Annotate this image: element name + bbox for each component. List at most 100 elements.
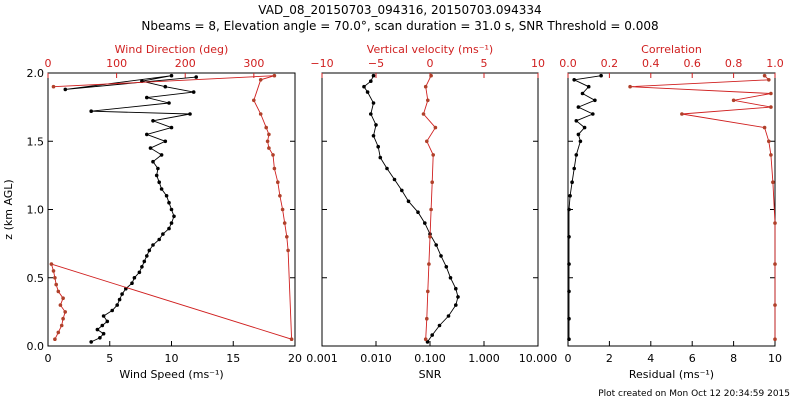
- data-point: [169, 73, 174, 78]
- top-tick-label: 5: [481, 57, 488, 70]
- x-tick-label: 1.000: [468, 352, 500, 365]
- data-point: [369, 79, 373, 83]
- data-point: [167, 226, 171, 231]
- x-axis-label: Wind Speed (ms⁻¹): [119, 368, 223, 381]
- data-point: [272, 166, 277, 171]
- data-point: [371, 134, 376, 138]
- data-point: [169, 221, 174, 225]
- y-tick-label: 0.0: [27, 340, 45, 353]
- data-point: [100, 323, 105, 328]
- data-point: [132, 276, 137, 280]
- data-point: [371, 101, 376, 105]
- data-point: [188, 112, 192, 116]
- series-line-1: [65, 75, 197, 343]
- data-point: [593, 98, 597, 103]
- x-tick-label: 8: [730, 352, 737, 365]
- x-axis-label: SNR: [419, 368, 442, 381]
- data-point: [567, 262, 571, 266]
- top-tick-label: 0: [427, 57, 434, 70]
- data-point: [416, 210, 420, 214]
- data-point: [773, 337, 777, 342]
- data-point: [427, 262, 431, 266]
- data-point: [161, 232, 165, 236]
- data-point: [151, 243, 155, 247]
- data-point: [567, 316, 571, 321]
- data-point: [378, 155, 383, 160]
- top-tick-label: 10: [531, 57, 545, 70]
- data-point: [376, 144, 381, 149]
- y-tick-label: 1.0: [27, 204, 45, 217]
- data-point: [599, 73, 603, 78]
- data-point: [142, 259, 147, 264]
- x-tick-label: 0: [565, 352, 572, 365]
- data-point: [371, 73, 376, 78]
- data-point: [53, 276, 57, 280]
- data-point: [769, 91, 773, 96]
- data-point: [58, 303, 63, 307]
- chart-title-line2: Nbeams = 8, Elevation angle = 70.0°, sca…: [141, 19, 658, 33]
- data-point: [53, 337, 57, 342]
- data-point: [157, 237, 161, 242]
- data-point: [425, 316, 429, 321]
- data-point: [572, 166, 576, 171]
- data-point: [570, 180, 574, 184]
- data-point: [159, 187, 164, 191]
- data-point: [406, 199, 411, 204]
- x-tick-label: 0.100: [414, 352, 446, 365]
- data-point: [429, 73, 433, 78]
- data-point: [773, 262, 777, 266]
- data-point: [567, 337, 571, 342]
- data-point: [191, 90, 196, 94]
- data-point: [567, 207, 571, 212]
- data-point: [434, 243, 439, 247]
- data-point: [140, 265, 144, 269]
- panel-2: 0.001 0.010 0.100 1.000 10.000 SNR −10 −5 0 5 10 Ve…: [306, 43, 557, 381]
- data-point: [258, 112, 263, 116]
- data-point: [264, 125, 269, 130]
- data-point: [172, 214, 176, 219]
- x-tick-label: 10.000: [519, 352, 558, 365]
- x-tick-label: 0.001: [306, 352, 338, 365]
- data-point: [151, 119, 155, 123]
- plot-frame: [567, 72, 776, 347]
- data-point: [362, 84, 366, 89]
- data-point: [771, 180, 775, 184]
- data-point: [767, 139, 771, 144]
- data-point: [51, 269, 56, 273]
- data-point: [430, 333, 435, 337]
- data-point: [56, 289, 61, 294]
- data-point: [157, 180, 161, 184]
- series-line-1: [363, 75, 459, 343]
- top-tick-label: 1.0: [766, 57, 784, 70]
- data-point: [433, 125, 438, 130]
- data-point: [163, 84, 168, 89]
- data-point: [454, 303, 458, 307]
- data-point: [56, 330, 61, 335]
- top-axis-label: Wind Direction (deg): [115, 43, 229, 56]
- data-point: [769, 153, 773, 157]
- data-point: [731, 98, 736, 103]
- data-point: [582, 125, 587, 130]
- top-tick-label: 100: [106, 57, 127, 70]
- data-point: [49, 262, 54, 266]
- data-point: [286, 248, 290, 253]
- data-point: [773, 303, 777, 307]
- data-point: [437, 323, 442, 328]
- data-point: [425, 340, 430, 344]
- data-point: [105, 319, 110, 324]
- data-point: [431, 153, 436, 157]
- data-point: [130, 281, 134, 286]
- data-point: [365, 90, 370, 94]
- data-point: [117, 297, 122, 302]
- data-point: [448, 276, 453, 280]
- data-point: [423, 221, 427, 225]
- data-point: [169, 125, 174, 130]
- footer-timestamp: Plot created on Mon Oct 12 20:34:59 2015: [598, 389, 790, 399]
- top-tick-label: 0.4: [642, 57, 660, 70]
- data-point: [98, 336, 102, 340]
- data-point: [426, 289, 430, 294]
- data-point: [454, 286, 458, 291]
- data-point: [421, 112, 426, 116]
- series-line-2: [630, 75, 776, 340]
